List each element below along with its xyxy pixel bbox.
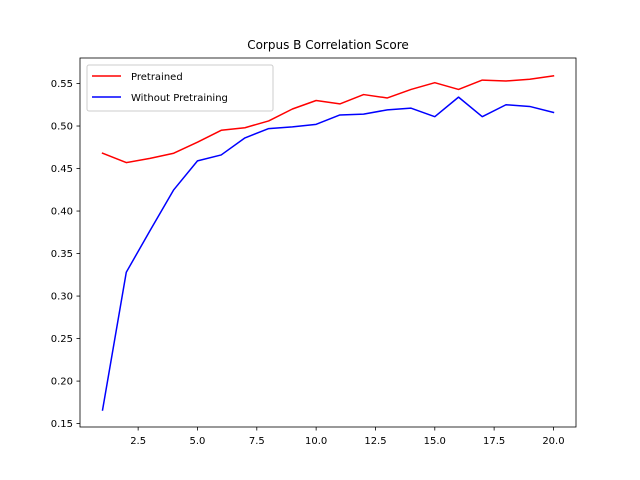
series-line-1 xyxy=(101,75,555,164)
legend-box xyxy=(86,64,274,112)
x-tick-label: 15.0 xyxy=(424,436,446,447)
plot-area xyxy=(101,75,555,411)
x-tick-label: 20.0 xyxy=(542,436,564,447)
y-tick-label: 0.40 xyxy=(51,207,73,218)
x-tick-label: 10.0 xyxy=(305,436,327,447)
x-tick-label: 12.5 xyxy=(364,436,386,447)
y-tick-label: 0.25 xyxy=(51,334,73,345)
y-tick-label: 0.15 xyxy=(51,419,73,430)
y-tick-label: 0.45 xyxy=(51,164,73,175)
y-tick-label: 0.30 xyxy=(51,292,73,303)
x-tick-label: 17.5 xyxy=(483,436,505,447)
x-tick-label: 5.0 xyxy=(190,436,206,447)
x-tick-label: 7.5 xyxy=(249,436,265,447)
series-line-2 xyxy=(101,96,555,411)
axes: 2.5 5.0 7.5 10.0 12.5 15.0 17.5 20.0 0.15 0.20 0.2… xyxy=(51,57,577,447)
y-tick-label: 0.50 xyxy=(51,122,73,133)
y-tick-label: 0.55 xyxy=(51,79,73,90)
legend-label-2: Without Pretraining xyxy=(131,93,228,104)
legend: Pretrained Without Pretraining xyxy=(86,64,274,112)
y-tick-label: 0.20 xyxy=(51,377,73,388)
y-tick-label: 0.35 xyxy=(51,249,73,260)
legend-label-1: Pretrained xyxy=(131,72,183,83)
chart-title: Corpus B Correlation Score xyxy=(247,38,409,52)
axes-frame xyxy=(79,57,577,428)
x-tick-label: 2.5 xyxy=(130,436,146,447)
